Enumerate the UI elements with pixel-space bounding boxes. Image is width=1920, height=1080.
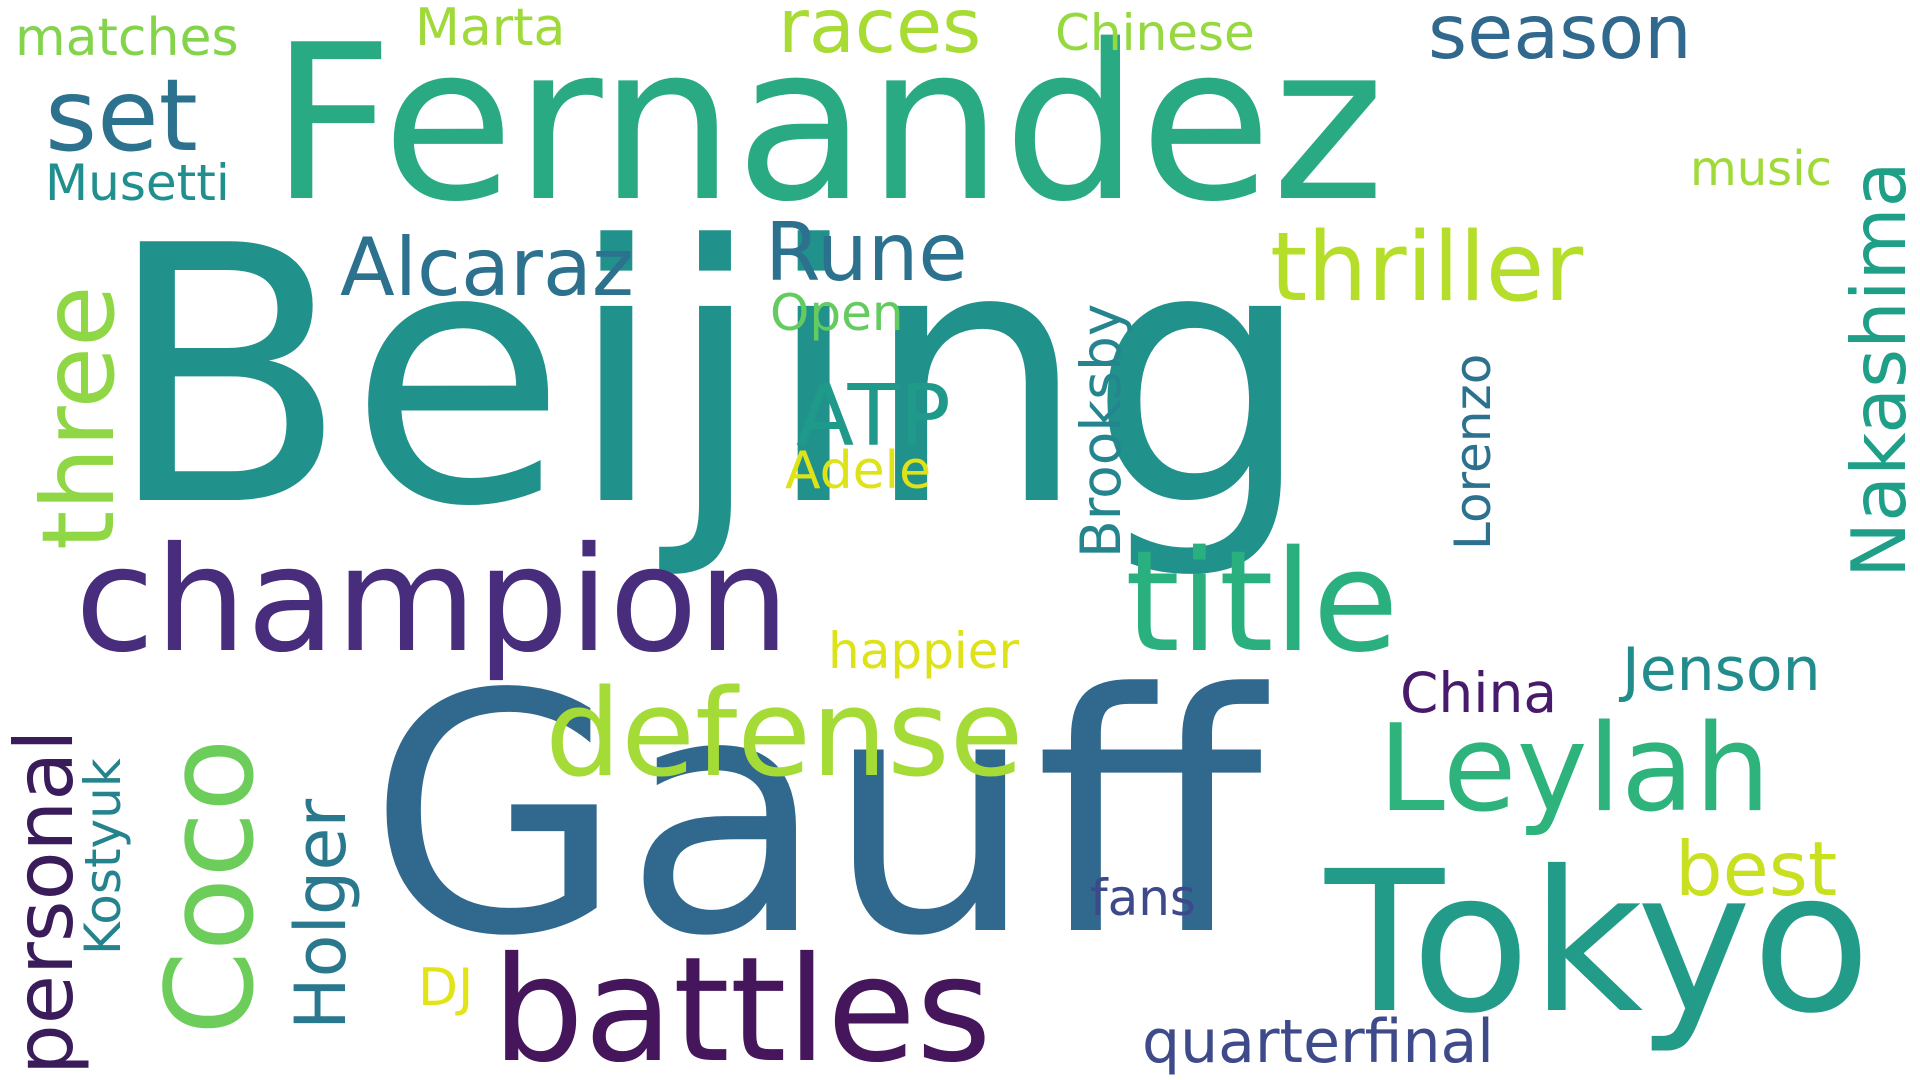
word-music: music bbox=[1690, 141, 1832, 197]
word-holger: Holger bbox=[280, 799, 362, 1030]
word-adele: Adele bbox=[785, 441, 931, 501]
word-happier: happier bbox=[828, 622, 1019, 680]
word-best: best bbox=[1675, 825, 1837, 913]
word-rune: Rune bbox=[765, 206, 968, 299]
word-champion: champion bbox=[75, 516, 790, 685]
word-tokyo: Tokyo bbox=[1324, 829, 1871, 1056]
word-dj: DJ bbox=[418, 958, 473, 1018]
word-battles: battles bbox=[492, 926, 992, 1080]
word-lorenzo: Lorenzo bbox=[1444, 354, 1502, 550]
word-jenson: Jenson bbox=[1618, 635, 1821, 705]
word-fernandez: Fernandez bbox=[270, 0, 1385, 249]
word-defense: defense bbox=[545, 665, 1023, 804]
word-fans: fans bbox=[1090, 869, 1196, 927]
word-kostyuk: Kostyuk bbox=[74, 758, 132, 955]
word-three: three bbox=[20, 285, 137, 550]
word-thriller: thriller bbox=[1270, 213, 1584, 323]
word-leylah: Leylah bbox=[1378, 700, 1771, 839]
word-alcaraz: Alcaraz bbox=[340, 221, 634, 314]
word-atp: ATP bbox=[796, 367, 951, 466]
word-brooksby: Brooksby bbox=[1069, 304, 1133, 558]
word-open: Open bbox=[770, 284, 904, 342]
word-musetti: Musetti bbox=[45, 154, 230, 212]
word-gauff: Gauff bbox=[368, 624, 1272, 1008]
word-season: season bbox=[1428, 0, 1692, 76]
word-china: China bbox=[1400, 661, 1557, 725]
word-quarterfinal: quarterfinal bbox=[1142, 1007, 1494, 1077]
word-marta: Marta bbox=[415, 0, 565, 58]
word-set: set bbox=[45, 57, 198, 174]
word-coco: Coco bbox=[142, 738, 281, 1035]
word-races: races bbox=[778, 0, 981, 70]
word-nakashima: Nakashima bbox=[1835, 161, 1920, 578]
word-title: title bbox=[1125, 521, 1399, 684]
word-matches: matches bbox=[15, 8, 239, 68]
word-chinese: Chinese bbox=[1055, 4, 1255, 62]
word-personal: personal bbox=[0, 730, 91, 1075]
word-beijing: Beijing bbox=[105, 170, 1313, 584]
